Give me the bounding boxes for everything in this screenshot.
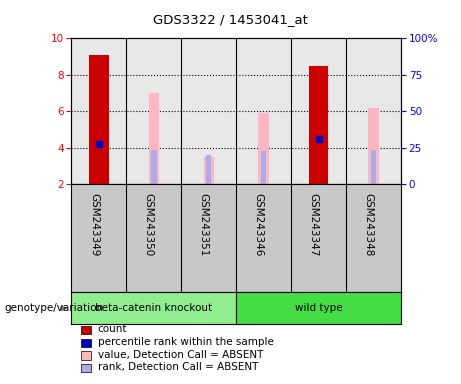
Text: percentile rank within the sample: percentile rank within the sample <box>98 337 274 347</box>
Text: beta-catenin knockout: beta-catenin knockout <box>95 303 213 313</box>
Bar <box>151 150 157 184</box>
Text: GSM243348: GSM243348 <box>364 193 373 256</box>
Bar <box>368 108 379 184</box>
Bar <box>261 152 266 184</box>
Bar <box>206 155 212 184</box>
Bar <box>71 292 236 324</box>
Bar <box>89 55 108 184</box>
Text: GSM243350: GSM243350 <box>144 193 154 256</box>
Bar <box>148 93 159 184</box>
Text: GSM243347: GSM243347 <box>309 193 319 256</box>
Text: wild type: wild type <box>295 303 343 313</box>
Text: GSM243351: GSM243351 <box>199 193 209 256</box>
Text: rank, Detection Call = ABSENT: rank, Detection Call = ABSENT <box>98 362 258 372</box>
Text: value, Detection Call = ABSENT: value, Detection Call = ABSENT <box>98 350 263 360</box>
Bar <box>371 150 376 184</box>
Bar <box>259 113 269 184</box>
Bar <box>203 157 214 184</box>
Bar <box>236 292 401 324</box>
Bar <box>309 66 328 184</box>
Text: GSM243346: GSM243346 <box>254 193 264 256</box>
Text: GSM243349: GSM243349 <box>89 193 99 256</box>
Text: count: count <box>98 324 127 334</box>
Text: genotype/variation: genotype/variation <box>5 303 104 313</box>
Text: GDS3322 / 1453041_at: GDS3322 / 1453041_at <box>153 13 308 26</box>
